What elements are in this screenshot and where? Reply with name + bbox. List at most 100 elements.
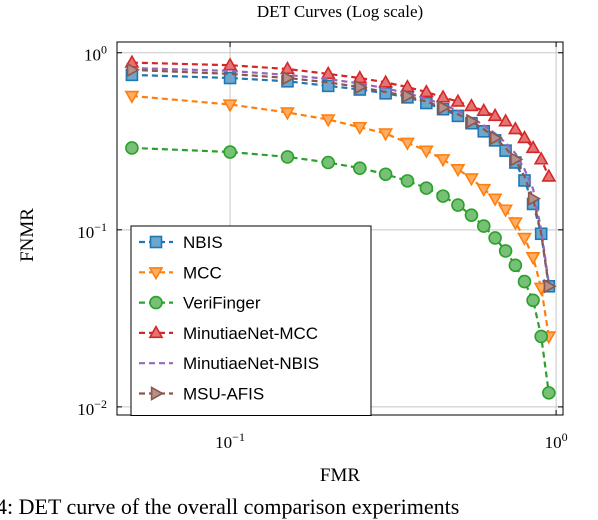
legend-label: MinutiaeNet-NBIS [183,354,319,373]
legend-entry-MinutiaeNet-NBIS: MinutiaeNet-NBIS [139,354,319,373]
data-point-circle [534,329,548,344]
legend-entry-NBIS: NBIS [139,233,223,252]
data-point-square [149,235,163,249]
data-point-circle [125,141,139,155]
data-point-circle [498,244,513,258]
data-point-triangle-down [280,107,295,121]
data-point-circle [149,295,163,310]
y-tick-label: 100 [84,43,107,65]
data-point-square [223,71,237,85]
data-point-triangle-up [533,151,549,165]
figure-caption: 4: DET curve of the overall comparison e… [0,494,460,519]
data-point-triangle-down [148,267,164,281]
data-point-triangle-up [487,107,503,122]
data-point-triangle-down [378,128,394,142]
data-point-circle [526,293,540,308]
data-point-triangle-down [507,217,523,231]
data-point-triangle-up [222,57,238,71]
legend: NBIS MCC VeriFinger MinutiaeNet-MCC Minutiae… [130,225,372,416]
data-point-triangle-right [354,79,368,95]
data-point-triangle-right [543,278,557,294]
data-point-circle [508,258,523,273]
data-point-triangle-down [450,163,466,178]
data-point-triangle-down [418,145,434,159]
data-point-triangle-up [525,139,541,154]
data-point-circle [400,174,415,188]
data-point-square [321,79,335,93]
data-point-circle [542,386,556,400]
data-point-triangle-up [517,130,532,144]
data-point-circle [488,231,502,245]
data-point-triangle-down [525,252,541,266]
data-point-triangle-right [282,70,296,86]
data-point-triangle-up [378,74,394,88]
series-MinutiaeNet-MCC [124,54,557,182]
series-MinutiaeNet-NBIS [131,66,550,284]
legend-label: NBIS [183,233,223,252]
data-point-circle [517,274,532,289]
data-point-triangle-right [527,191,542,207]
legend-entry-VeriFinger: VeriFinger [139,294,261,313]
data-point-triangle-down [435,154,451,168]
data-point-circle [476,219,491,233]
chart-title: DET Curves (Log scale) [257,2,423,21]
data-point-circle [280,150,295,164]
data-point-triangle-up [435,89,451,103]
x-tick-label: 10−1 [215,430,245,452]
data-point-triangle-right [402,88,416,104]
data-point-circle [451,198,465,212]
data-point-triangle-up [464,98,479,112]
data-point-triangle-up [280,60,295,75]
data-point-circle [419,181,434,195]
data-point-triangle-right [510,151,524,167]
data-point-circle [436,189,450,203]
series-line [131,66,550,284]
x-tick-label: 100 [545,430,568,452]
data-point-triangle-down [400,137,415,151]
series-layer [124,54,557,400]
series-VeriFinger [125,141,556,400]
axis-ticks: 10−1 100 10−2 10−1 100 [77,42,568,452]
legend-box [130,225,372,416]
y-axis-label: FNMR [17,208,38,262]
legend-entry-MCC: MCC [139,263,222,282]
data-point-triangle-down [464,173,479,187]
data-point-triangle-up [498,113,514,127]
legend-label: MinutiaeNet-MCC [183,324,318,343]
x-axis-label: FMR [320,465,360,486]
data-point-triangle-right [437,100,451,116]
data-point-triangle-down [124,90,140,104]
legend-entry-MSU-AFIS: MSU-AFIS [139,385,264,404]
data-point-triangle-down [487,193,503,207]
data-point-triangle-down [222,99,238,113]
data-point-triangle-up [400,79,415,93]
legend-label: VeriFinger [183,294,261,313]
data-point-triangle-down [352,121,368,136]
data-point-triangle-down [517,232,532,246]
legend-label: MSU-AFIS [183,385,264,404]
data-point-triangle-right [466,113,480,129]
data-point-triangle-up [450,93,466,107]
data-point-circle [464,208,479,222]
data-point-triangle-right [150,386,164,401]
data-point-triangle-up [352,70,368,84]
data-point-triangle-up [148,324,164,339]
data-point-circle [378,167,393,182]
series-MCC [124,90,557,345]
data-point-triangle-down [320,114,336,128]
series-MSU-AFIS [126,62,557,294]
data-point-triangle-up [507,121,523,135]
data-point-triangle-right [489,130,504,146]
data-point-triangle-up [476,102,492,117]
data-point-triangle-down [476,183,492,197]
data-point-circle [321,155,336,170]
series-line [131,68,550,287]
data-point-square [379,87,392,100]
data-point-circle [223,145,237,159]
legend-label: MCC [183,263,222,282]
data-point-triangle-down [498,204,514,218]
y-tick-label: 10−2 [77,397,107,419]
data-point-triangle-up [320,65,336,80]
data-point-circle [353,161,367,175]
